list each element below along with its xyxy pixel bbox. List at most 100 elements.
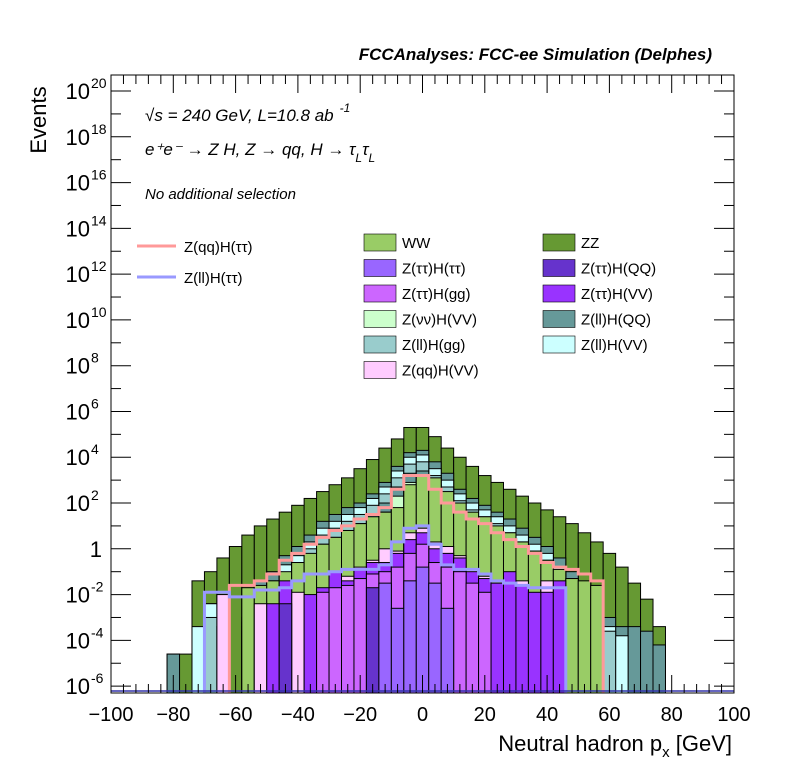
histogram-bin xyxy=(191,626,205,694)
histogram-bin xyxy=(253,603,268,694)
y-tick-label: 10 xyxy=(66,216,90,241)
annotation-process: e⁺e⁻ → Z H, Z → qq, H → τLτL xyxy=(145,140,375,165)
y-tick-exponent: 10 xyxy=(91,304,107,320)
y-axis-label: Events xyxy=(26,86,51,153)
x-tick-label: 20 xyxy=(474,704,496,726)
legend-box-swatch xyxy=(542,233,576,252)
histogram-bin xyxy=(365,587,380,694)
histogram-bin xyxy=(640,630,654,694)
annotation-selection: No additional selection xyxy=(145,186,296,203)
legend-box-label: Z(νν)H(VV) xyxy=(402,312,477,329)
histogram-bin xyxy=(378,582,392,694)
x-tick-label: −100 xyxy=(88,704,133,726)
legend-box-swatch xyxy=(363,233,397,252)
x-tick-label: 60 xyxy=(598,704,620,726)
y-tick-label: 1 xyxy=(90,537,102,562)
histogram-bin xyxy=(577,580,592,694)
y-tick-label: 10 xyxy=(66,399,90,424)
histogram-bin xyxy=(241,587,255,694)
chart-title: FCCAnalyses: FCC-ee Simulation (Delphes) xyxy=(359,45,713,64)
histogram-bin xyxy=(552,580,567,694)
histogram-bin xyxy=(403,580,417,694)
legend-box-label: WW xyxy=(402,235,431,252)
histogram-bars xyxy=(166,426,666,694)
legend-line-label: Z(ll)H(ττ) xyxy=(184,270,243,287)
sqrt-s: √s xyxy=(145,106,163,125)
histogram-bin xyxy=(465,582,480,694)
y-tick-label: 10 xyxy=(66,491,90,516)
histogram-bin xyxy=(390,607,405,694)
histogram-bin xyxy=(515,584,529,694)
histogram-bin xyxy=(328,587,343,694)
y-tick-label: 10 xyxy=(66,583,90,608)
y-tick-exponent: 16 xyxy=(91,167,107,183)
x-tick-label: 40 xyxy=(536,704,558,726)
y-tick-exponent: -2 xyxy=(91,579,104,595)
annotation-energy: √s = 240 GeV, L=10.8 ab -1 xyxy=(145,101,350,125)
legend-box-label: ZZ xyxy=(581,235,599,252)
histogram-bin xyxy=(266,603,280,694)
y-tick-exponent: 18 xyxy=(91,121,107,137)
x-axis-label-unit: [GeV] xyxy=(670,731,732,756)
histogram-bin xyxy=(203,616,218,694)
energy-lumi: = 240 GeV, L=10.8 ab xyxy=(163,106,334,125)
histogram-bin xyxy=(502,571,517,694)
legend-box-label: Z(ττ)H(gg) xyxy=(402,286,471,303)
y-tick-label: 10 xyxy=(66,262,90,287)
y-tick-exponent: 6 xyxy=(91,395,99,411)
x-tick-label: −60 xyxy=(219,704,253,726)
histogram-bin xyxy=(490,582,504,694)
y-tick-label: 10 xyxy=(66,79,90,104)
legend-box-label: Z(ll)H(QQ) xyxy=(581,312,651,329)
legend-box-label: Z(ττ)H(VV) xyxy=(581,286,653,303)
legend-box-swatch xyxy=(363,310,397,328)
histogram-bin xyxy=(415,566,430,694)
x-tick-label: −80 xyxy=(156,704,190,726)
y-tick-exponent: 8 xyxy=(91,350,99,366)
histogram-bin xyxy=(278,603,293,694)
histogram-bin xyxy=(216,594,230,694)
legend-box-swatch xyxy=(542,335,576,354)
legend-box-label: Z(ττ)H(ττ) xyxy=(402,261,466,278)
process-text: e⁺e⁻ → Z H, Z → qq, H → τ xyxy=(145,140,357,159)
y-tick-label: 10 xyxy=(66,445,90,470)
plot-annotations: √s = 240 GeV, L=10.8 ab -1 e⁺e⁻ → Z H, Z … xyxy=(145,101,375,203)
process-sub1: L xyxy=(355,151,362,165)
histogram-bin xyxy=(341,584,355,694)
lumi-exponent: -1 xyxy=(340,101,351,115)
x-tick-label: 100 xyxy=(717,704,750,726)
y-tick-exponent: 14 xyxy=(91,212,107,228)
legend-box-swatch xyxy=(363,284,397,303)
x-tick-label: 0 xyxy=(417,704,428,726)
legend-box-swatch xyxy=(363,361,397,379)
histogram-bin xyxy=(316,591,330,694)
y-tick-label: 10 xyxy=(66,354,90,379)
x-axis-label: Neutral hadron px [GeV] xyxy=(498,731,732,761)
legend-box-swatch xyxy=(363,335,397,354)
y-tick-label: 10 xyxy=(66,171,90,196)
legend-box-swatch xyxy=(542,310,576,328)
y-tick-label: 10 xyxy=(66,308,90,333)
y-tick-label: 10 xyxy=(66,125,90,150)
process-sub2: L xyxy=(368,151,375,165)
histogram-bin xyxy=(590,584,604,694)
process-tau: τ xyxy=(362,140,370,159)
legend-line-label: Z(qq)H(ττ) xyxy=(184,239,253,256)
legend-box-label: Z(qq)H(VV) xyxy=(402,363,479,380)
x-axis: −100 −80 −60 −40 −20 0 20 40 60 80 100 xyxy=(88,75,751,726)
y-tick-exponent: 12 xyxy=(91,258,107,274)
histogram-bin xyxy=(440,607,455,694)
y-tick-exponent: 2 xyxy=(91,487,99,503)
y-tick-exponent: -6 xyxy=(91,670,104,686)
histogram-bin xyxy=(428,582,442,694)
histogram-bin xyxy=(453,571,467,694)
histogram-bin xyxy=(228,546,243,694)
overlay-line xyxy=(227,474,605,693)
histogram-bin xyxy=(527,591,542,694)
x-axis-label-main: Neutral hadron p xyxy=(498,731,662,756)
x-tick-label: 80 xyxy=(661,704,683,726)
legend-box-label: Z(ll)H(VV) xyxy=(581,337,648,354)
legend-box-swatch xyxy=(542,284,576,303)
y-tick-exponent: -4 xyxy=(91,624,104,640)
histogram-bin xyxy=(565,578,579,694)
